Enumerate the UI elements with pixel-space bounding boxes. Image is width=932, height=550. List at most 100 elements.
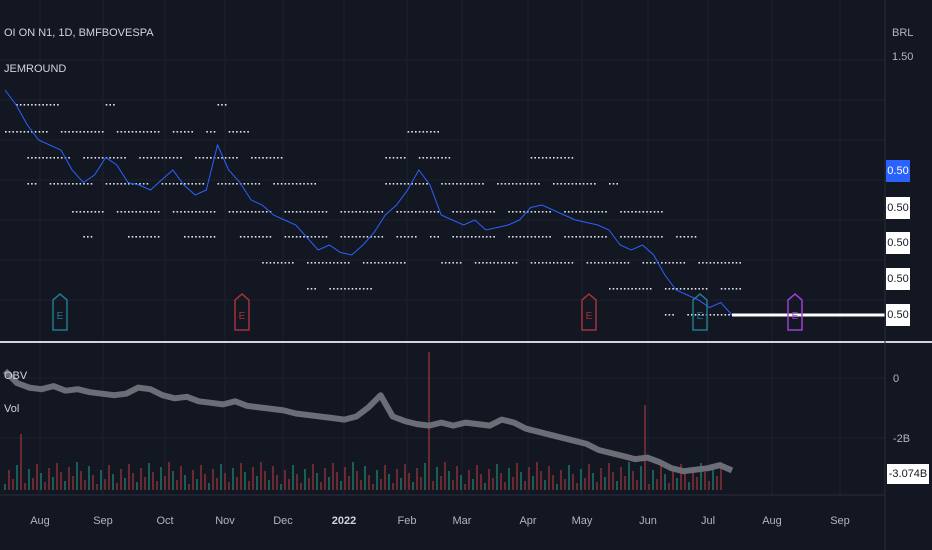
jemround-dot-levels	[5, 104, 741, 316]
level-dot	[459, 183, 462, 185]
obv-legend[interactable]: OBV	[4, 370, 28, 382]
level-dot	[575, 211, 577, 213]
level-dot	[310, 211, 313, 213]
volume-bar	[176, 480, 178, 490]
volume-bar	[484, 483, 486, 490]
price-tag: 0.50	[886, 232, 910, 254]
level-dot	[87, 157, 89, 159]
vol-legend[interactable]: Vol	[4, 403, 20, 415]
volume-bar	[124, 478, 126, 490]
level-dot	[113, 157, 115, 159]
level-dot	[485, 211, 488, 213]
volume-bar	[696, 477, 698, 490]
level-dot	[347, 288, 350, 290]
level-dot	[478, 211, 481, 213]
level-dot	[571, 262, 574, 264]
level-dot	[87, 131, 89, 133]
level-dot	[698, 288, 700, 290]
level-dot	[664, 288, 667, 290]
level-dot	[340, 288, 343, 290]
volume-bar	[620, 467, 622, 490]
level-dot	[489, 211, 492, 213]
volume-bar	[664, 474, 666, 490]
level-dot	[131, 211, 134, 213]
level-dot	[430, 157, 432, 159]
level-dot	[362, 236, 365, 238]
level-dot	[273, 157, 275, 159]
level-dot	[452, 183, 454, 185]
level-dot	[605, 262, 607, 264]
level-dot	[90, 236, 93, 238]
level-dot	[213, 211, 216, 213]
level-dot	[284, 236, 287, 238]
level-dot	[444, 183, 447, 185]
level-dot	[471, 236, 473, 238]
level-dot	[724, 262, 727, 264]
volume-bar	[80, 471, 82, 490]
level-dot	[128, 236, 130, 238]
volume-bar	[312, 464, 314, 490]
level-dot	[83, 236, 85, 238]
level-dot	[150, 211, 152, 213]
level-dot	[46, 157, 48, 159]
level-dot	[631, 288, 633, 290]
level-dot	[649, 236, 652, 238]
level-dot	[638, 211, 641, 213]
level-dot	[64, 131, 67, 133]
level-dot	[280, 262, 283, 264]
level-dot	[422, 157, 425, 159]
volume-bar	[48, 468, 50, 490]
level-dot	[307, 183, 309, 185]
level-dot	[139, 157, 141, 159]
volume-bar	[24, 483, 26, 490]
level-dot	[556, 157, 559, 159]
level-dot	[265, 211, 268, 213]
level-dot	[683, 262, 686, 264]
time-axis-label: Nov	[215, 515, 235, 527]
level-dot	[530, 211, 533, 213]
level-dot	[713, 314, 715, 316]
volume-bar	[264, 471, 266, 490]
volume-bar	[540, 471, 542, 490]
volume-bar	[712, 467, 714, 490]
symbol-legend[interactable]: OI ON N1, 1D, BMFBOVESPA	[4, 27, 154, 39]
level-dot	[258, 211, 261, 213]
level-dot	[616, 183, 618, 185]
level-dot	[541, 236, 544, 238]
level-dot	[94, 157, 97, 159]
level-dot	[482, 211, 484, 213]
level-dot	[64, 183, 67, 185]
level-dot	[642, 211, 645, 213]
level-dot	[739, 262, 741, 264]
indicator-legend[interactable]: JEMROUND	[4, 63, 67, 75]
level-dot	[582, 211, 585, 213]
level-dot	[187, 183, 190, 185]
level-dot	[239, 131, 242, 133]
level-dot	[165, 183, 167, 185]
volume-bar	[332, 463, 334, 490]
volume-bar	[184, 475, 186, 490]
level-dot	[146, 157, 149, 159]
level-dot	[508, 183, 510, 185]
price-tag: 0.50	[886, 197, 910, 219]
level-dot	[441, 183, 443, 185]
level-dot	[601, 236, 604, 238]
level-dot	[545, 211, 548, 213]
volume-bar	[216, 478, 218, 490]
level-dot	[262, 157, 264, 159]
level-dot	[381, 236, 384, 238]
level-dot	[180, 131, 182, 133]
level-dot	[232, 183, 234, 185]
volume-bar	[520, 472, 522, 490]
level-dot	[307, 236, 309, 238]
level-dot	[515, 262, 518, 264]
volume-bar	[528, 467, 530, 490]
level-dot	[504, 262, 507, 264]
volume-bar	[164, 476, 166, 490]
volume-bar	[616, 481, 618, 490]
level-dot	[534, 157, 536, 159]
level-dot	[582, 236, 585, 238]
level-dot	[571, 236, 574, 238]
